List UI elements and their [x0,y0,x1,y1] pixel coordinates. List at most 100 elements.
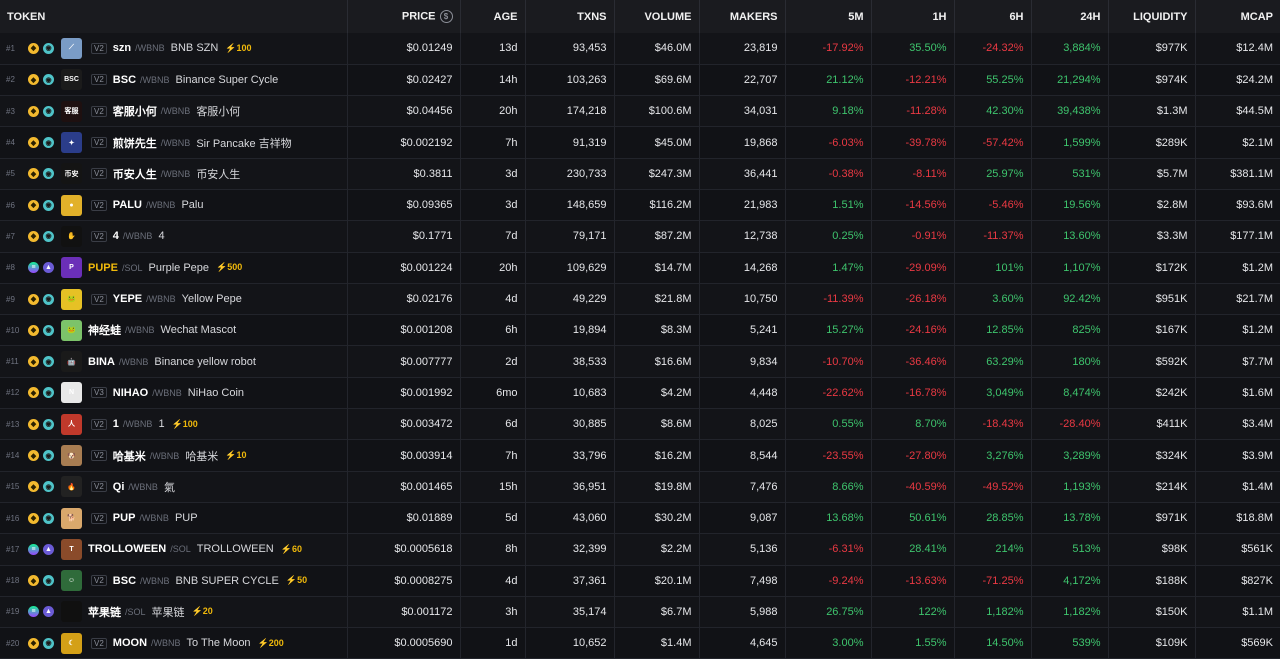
token-cell[interactable]: #11 ◆ ◉ 🤖 BINA /WBNB Binance yellow robo… [0,345,348,378]
header-token[interactable]: TOKEN [0,0,348,33]
token-cell[interactable]: #18 ◆ ◉ ☺ V2 BSC /WBNB BNB SUPER CYCLE ⚡… [0,565,348,597]
token-cell[interactable]: #3 ◆ ◉ 客服 V2 客服小何 /WBNB 客服小何 [0,95,348,127]
token-cell[interactable]: #19 ≡ ▲ 苹果链 /SOL 苹果链 ⚡20 [0,596,348,628]
pancakeswap-icon: ◉ [43,450,54,461]
quote-pair: /SOL [125,606,146,617]
token-cell[interactable]: #5 ◆ ◉ 币安 V2 币安人生 /WBNB 币安人生 [0,158,348,190]
change-6h-cell: 28.85% [954,502,1032,534]
token-symbol: 客服小何 [112,106,157,119]
token-name: Yellow Pepe [181,293,242,306]
token-cell[interactable]: #20 ◆ ◉ ☾ V2 MOON /WBNB To The Moon ⚡200 [0,627,348,659]
pancakeswap-icon: ◉ [43,105,54,117]
pancakeswap-icon: ◉ [43,324,54,336]
mcap-cell: $1.2M [1242,324,1273,337]
token-row[interactable]: #1 ◆ ◉ ⟋ V2 szn /WBNB BNB SZN ⚡100 $0.01… [0,33,1280,65]
token-name: TROLLOWEEN [196,543,274,556]
token-cell[interactable]: #13 ◆ ◉ 人 V2 1 /WBNB 1 ⚡100 [0,408,348,440]
token-cell[interactable]: #8 ≡ ▲ P PUPE /SOL Purple Pepe ⚡500 [0,252,348,284]
change-24h-cell: 39,438% [1031,95,1109,127]
token-row[interactable]: #13 ◆ ◉ 人 V2 1 /WBNB 1 ⚡100 $0.003472 6d… [0,408,1280,440]
header-makers[interactable]: MAKERS [699,0,786,33]
token-cell[interactable]: #10 ◆ ◉ 🐸 神经蛙 /WBNB Wechat Mascot [0,314,348,346]
bnb-chain-icon: ◆ [28,481,39,493]
age-cell: 3d [460,189,526,221]
mcap-cell: $1.1M [1242,605,1273,618]
token-cell[interactable]: #4 ◆ ◉ ✦ V2 煎饼先生 /WBNB Sir Pancake 吉祥物 [0,126,348,159]
token-cell[interactable]: #15 ◆ ◉ 🔥 V2 Qi /WBNB 氣 [0,471,348,503]
token-cell[interactable]: #6 ◆ ◉ ● V2 PALU /WBNB Palu [0,189,348,221]
header-6h[interactable]: 6H [954,0,1032,33]
dollar-toggle-icon[interactable]: $ [439,10,453,23]
token-cell[interactable]: #7 ◆ ◉ ✋ V2 4 /WBNB 4 [0,220,348,253]
token-name: BNB SZN [170,42,219,55]
volume-cell: $100.6M [614,95,700,127]
rank-label: #3 [6,106,15,116]
token-row[interactable]: #18 ◆ ◉ ☺ V2 BSC /WBNB BNB SUPER CYCLE ⚡… [0,565,1280,597]
token-cell[interactable]: #16 ◆ ◉ 🐕 V2 PUP /WBNB PUP [0,502,348,534]
header-mcap[interactable]: MCAP [1240,10,1273,23]
token-row[interactable]: #6 ◆ ◉ ● V2 PALU /WBNB Palu $0.09365 3d … [0,189,1280,221]
pancakeswap-icon: ◉ [43,230,54,242]
quote-pair: /WBNB [140,575,170,586]
liquidity-cell: $214K [1108,471,1196,503]
header-price[interactable]: PRICE $ [347,0,461,33]
token-name: 1 [158,418,165,431]
token-cell[interactable]: #17 ≡ ▲ T TROLLOWEEN /SOL TROLLOWEEN ⚡60 [0,533,348,566]
token-cell[interactable]: #12 ◆ ◉ N V3 NIHAO /WBNB NiHao Coin [0,377,348,409]
liquidity-cell: $5.7M [1108,158,1196,190]
token-row[interactable]: #15 ◆ ◉ 🔥 V2 Qi /WBNB 氣 $0.001465 15h 36… [0,471,1280,503]
header-age[interactable]: AGE [460,0,526,33]
change-24h-cell: -28.40% [1031,408,1109,440]
token-row[interactable]: #9 ◆ ◉ 🐸 V2 YEPE /WBNB Yellow Pepe $0.02… [0,283,1280,315]
token-row[interactable]: #5 ◆ ◉ 币安 V2 币安人生 /WBNB 币安人生 $0.3811 3d … [0,158,1280,190]
token-row[interactable]: #10 ◆ ◉ 🐸 神经蛙 /WBNB Wechat Mascot $0.001… [0,314,1280,346]
token-cell[interactable]: #9 ◆ ◉ 🐸 V2 YEPE /WBNB Yellow Pepe [0,283,348,315]
token-avatar: 🤖 [61,351,82,373]
makers-cell: 8,025 [699,408,786,440]
price-cell: $0.001208 [347,314,461,346]
token-row[interactable]: #3 ◆ ◉ 客服 V2 客服小何 /WBNB 客服小何 $0.04456 20… [0,95,1280,127]
change-24h-cell: 1,182% [1031,596,1109,628]
token-row[interactable]: #16 ◆ ◉ 🐕 V2 PUP /WBNB PUP $0.01889 5d 4… [0,502,1280,534]
token-row[interactable]: #2 ◆ ◉ BSC V2 BSC /WBNB Binance Super Cy… [0,64,1280,96]
change-6h-cell: 3,276% [954,439,1032,472]
change-24h-cell: 3,884% [1031,33,1109,65]
header-24h[interactable]: 24H [1031,0,1109,33]
change-5m-cell: 0.55% [785,408,872,440]
token-cell[interactable]: #14 ◆ ◉ 🐶 V2 哈基米 /WBNB 哈基米 ⚡10 [0,439,348,472]
token-row[interactable]: #4 ◆ ◉ ✦ V2 煎饼先生 /WBNB Sir Pancake 吉祥物 $… [0,126,1280,159]
token-row[interactable]: #14 ◆ ◉ 🐶 V2 哈基米 /WBNB 哈基米 ⚡10 $0.003914… [0,439,1280,472]
token-row[interactable]: #19 ≡ ▲ 苹果链 /SOL 苹果链 ⚡20 $0.001172 3h 35… [0,596,1280,628]
header-1h[interactable]: 1H [871,0,955,33]
price-cell: $0.001224 [347,252,461,284]
change-24h-cell: 539% [1031,627,1109,659]
token-cell[interactable]: #1 ◆ ◉ ⟋ V2 szn /WBNB BNB SZN ⚡100 [0,33,348,65]
token-avatar: 人 [61,413,82,435]
age-cell: 20h [460,252,526,284]
token-avatar: 🐶 [61,445,82,466]
token-row[interactable]: #8 ≡ ▲ P PUPE /SOL Purple Pepe ⚡500 $0.0… [0,252,1280,284]
price-cell: $0.02427 [347,64,461,96]
quote-pair: /WBNB [146,294,176,305]
header-5m[interactable]: 5M [785,0,872,33]
header-txns[interactable]: TXNS [525,0,615,33]
change-1h-cell: -27.80% [871,439,955,472]
header-liquidity[interactable]: LIQUIDITY [1108,0,1196,33]
change-5m-cell: 8.66% [785,471,872,503]
header-volume[interactable]: VOLUME [614,0,700,33]
token-cell[interactable]: #2 ◆ ◉ BSC V2 BSC /WBNB Binance Super Cy… [0,64,348,96]
token-row[interactable]: #17 ≡ ▲ T TROLLOWEEN /SOL TROLLOWEEN ⚡60… [0,533,1280,566]
makers-cell: 7,498 [699,565,786,597]
token-row[interactable]: #7 ◆ ◉ ✋ V2 4 /WBNB 4 $0.1771 7d 79,171 … [0,220,1280,253]
token-row[interactable]: #11 ◆ ◉ 🤖 BINA /WBNB Binance yellow robo… [0,345,1280,378]
bnb-chain-icon: ◆ [28,324,39,336]
txns-cell: 10,652 [525,627,615,659]
bnb-chain-icon: ◆ [28,512,39,524]
token-row[interactable]: #20 ◆ ◉ ☾ V2 MOON /WBNB To The Moon ⚡200… [0,627,1280,659]
change-5m-cell: 15.27% [785,314,872,346]
boost-badge: ⚡20 [191,606,213,617]
change-5m-cell: -0.38% [785,158,872,190]
price-cell: $0.0005618 [347,533,461,566]
mcap-cell: $21.7M [1236,293,1273,306]
token-row[interactable]: #12 ◆ ◉ N V3 NIHAO /WBNB NiHao Coin $0.0… [0,377,1280,409]
